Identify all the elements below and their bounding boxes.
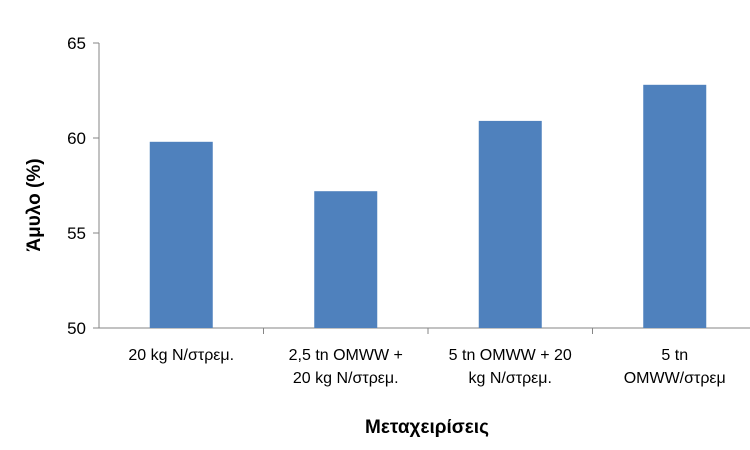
x-category-labels: 20 kg N/στρεμ. 2,5 tn OMWW + 20 kg N/στρεμ…	[128, 347, 725, 387]
bar	[314, 191, 378, 328]
y-tick-label: 55	[67, 224, 86, 243]
y-tick-label: 65	[67, 34, 86, 53]
bar-series	[149, 84, 707, 329]
bar	[478, 120, 542, 329]
y-tick-label: 60	[67, 129, 86, 148]
x-tick-label: kg N/στρεμ.	[469, 370, 552, 387]
x-axis	[99, 327, 750, 334]
x-tick-label: 2,5 tn OMWW +	[289, 347, 403, 364]
x-tick-label: 20 kg N/στρεμ.	[128, 347, 234, 364]
x-tick-label: 5 tn	[661, 347, 688, 364]
x-tick-label: OMWW/στρεμ	[624, 370, 726, 387]
x-tick-label: 5 tn OMWW + 20	[449, 347, 572, 364]
y-axis-title: Άμυλο (%)	[24, 158, 45, 251]
x-axis-title: Μεταχειρίσεις	[365, 417, 489, 438]
x-tick-label: 20 kg N/στρεμ.	[293, 370, 399, 387]
bar	[149, 141, 213, 328]
y-axis: 50 55 60 65	[67, 34, 100, 338]
bar	[643, 84, 707, 328]
y-tick-label: 50	[67, 319, 86, 338]
